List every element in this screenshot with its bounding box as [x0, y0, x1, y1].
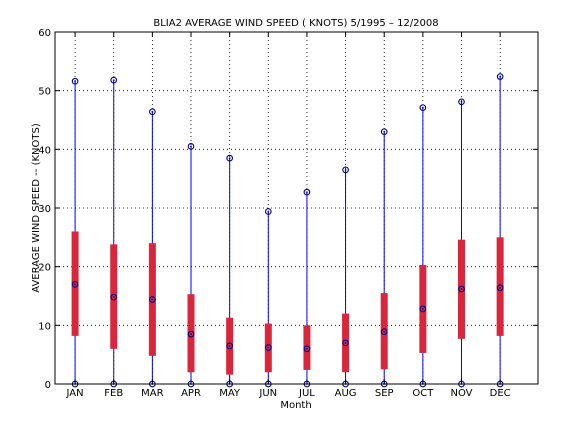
x-tick-label: JUL [298, 388, 315, 399]
max-marker-ring [264, 208, 272, 215]
max-marker [419, 104, 427, 112]
max-marker-dot [190, 145, 192, 148]
iqr-box [303, 325, 311, 370]
median-marker-ring [187, 330, 195, 338]
median-marker-ring [226, 342, 234, 350]
max-marker [226, 154, 234, 162]
median-marker [458, 285, 465, 293]
median-marker-dot [460, 288, 463, 290]
max-marker-dot [74, 80, 76, 83]
max-marker-ring [187, 143, 195, 150]
median-marker [342, 339, 349, 347]
max-marker [187, 143, 195, 150]
median-marker-dot [344, 342, 347, 344]
max-marker-dot [306, 191, 308, 194]
max-marker [71, 77, 79, 85]
x-tick-label: SEP [375, 388, 394, 399]
y-tick-label: 50 [38, 87, 51, 98]
median-marker-dot [267, 346, 270, 349]
x-tick-label: AUG [335, 388, 357, 399]
max-marker [380, 128, 388, 136]
iqr-box [496, 237, 504, 336]
median-marker-ring [458, 285, 465, 293]
median-marker-dot [421, 308, 424, 310]
y-tick-label: 10 [38, 321, 51, 332]
median-marker [71, 280, 79, 288]
median-marker [264, 344, 272, 351]
x-tick-label: JUN [258, 388, 277, 399]
x-axis-label: Month [280, 400, 311, 411]
median-marker [496, 284, 504, 292]
max-marker-dot [460, 100, 463, 103]
y-tick-label: 20 [38, 263, 51, 274]
max-marker-ring [419, 104, 427, 112]
max-marker-ring [71, 77, 79, 85]
median-marker [419, 305, 427, 313]
x-tick-label: DEC [490, 388, 511, 399]
y-tick-label: 30 [38, 204, 51, 215]
y-tick-label: 0 [45, 380, 51, 391]
x-tick-label: JAN [66, 388, 84, 399]
y-tick-label: 60 [38, 28, 51, 39]
median-marker-dot [306, 347, 308, 350]
x-tick-label: OCT [412, 388, 434, 399]
median-marker-dot [74, 283, 76, 286]
median-marker-ring [71, 280, 79, 288]
median-marker-ring [264, 344, 272, 351]
max-marker-ring [110, 76, 118, 84]
max-marker-dot [344, 168, 347, 171]
max-marker [496, 73, 504, 80]
y-axis-label: AVERAGE WIND SPEED -- (KNOTS) [31, 123, 42, 293]
median-marker-dot [383, 330, 386, 333]
max-marker-ring [226, 154, 234, 162]
ticks-layer: 0 10 20 30 40 50 60 JAN FEB MAR APR MAY JUN JUL AUG SEP… [38, 28, 538, 399]
median-marker [149, 296, 156, 303]
x-tick-label: NOV [450, 388, 472, 399]
median-marker-ring [110, 293, 118, 301]
median-marker-dot [190, 333, 192, 336]
max-marker-ring [458, 98, 465, 106]
max-marker-dot [267, 210, 270, 213]
x-tick-label: FEB [104, 388, 123, 399]
max-marker-ring [380, 128, 388, 136]
max-marker [303, 188, 311, 196]
median-marker-dot [499, 286, 502, 289]
x-tick-label: APR [181, 388, 201, 399]
median-marker-ring [149, 296, 156, 303]
y-tick-label: 40 [38, 145, 51, 156]
max-marker [149, 108, 156, 116]
max-marker [110, 76, 118, 84]
median-marker-dot [228, 344, 231, 347]
median-marker [226, 342, 234, 350]
median-marker [380, 328, 388, 336]
max-marker-dot [228, 157, 231, 160]
median-marker-ring [342, 339, 349, 347]
max-marker [458, 98, 465, 106]
x-tick-label: MAY [219, 388, 241, 399]
median-marker-ring [496, 284, 504, 292]
median-marker-ring [380, 328, 388, 336]
median-marker [187, 330, 195, 338]
max-marker [342, 166, 349, 174]
max-marker-dot [112, 79, 115, 82]
median-marker [303, 345, 311, 353]
median-marker-ring [303, 345, 311, 353]
max-marker-ring [496, 73, 504, 80]
max-marker [264, 208, 272, 215]
max-marker-dot [151, 110, 154, 113]
chart-title: BLIA2 AVERAGE WIND SPEED ( KNOTS) 5/1995… [153, 18, 438, 29]
max-marker-ring [149, 108, 156, 116]
max-marker-dot [421, 106, 424, 109]
median-marker-ring [419, 305, 427, 313]
median-marker-dot [112, 296, 115, 299]
max-marker-dot [383, 130, 386, 133]
median-marker [110, 293, 118, 301]
x-tick-label: MAR [141, 388, 163, 399]
max-marker-ring [342, 166, 349, 174]
max-marker-ring [303, 188, 311, 196]
marks-layer [71, 73, 504, 388]
max-marker-dot [499, 75, 502, 78]
median-marker-dot [151, 298, 154, 301]
